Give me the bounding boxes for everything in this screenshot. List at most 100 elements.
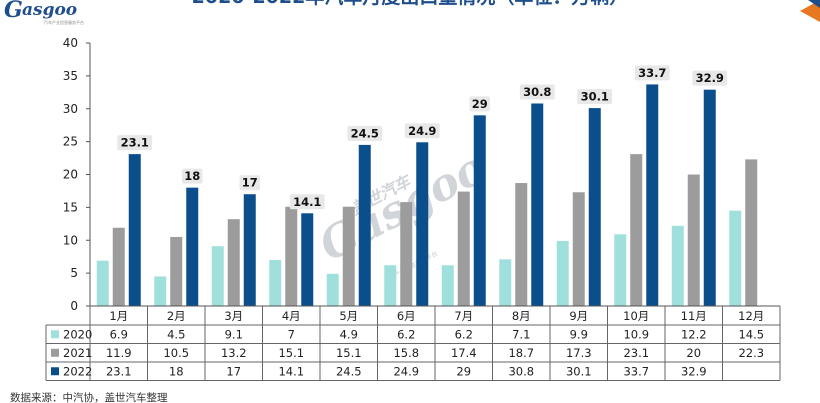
table-cell: 24.5	[336, 364, 362, 378]
bar-2021-10	[630, 154, 643, 306]
data-label-8: 30.8	[523, 85, 551, 99]
data-label-bg	[239, 175, 260, 191]
table-cell: 30.8	[508, 364, 534, 378]
data-labels: 23.1 18 17 14.1 24.5 24.9 29 30.8 30.1 33.7 32.9	[117, 65, 728, 210]
bar-2022-1	[128, 154, 141, 306]
table-cell: 24.9	[393, 364, 419, 378]
data-label-1: 23.1	[121, 136, 149, 150]
bar-2021-2	[170, 236, 183, 306]
category-label: 2月	[167, 309, 186, 323]
table-cell: 11.9	[106, 346, 132, 360]
category-label: 11月	[681, 309, 707, 323]
chart-title: 2020-2022年汽车月度出口量情况（单位：万辆）	[192, 0, 629, 8]
bar-2020-12	[729, 210, 742, 306]
bar-2020-10	[614, 234, 627, 306]
bar-2021-8	[515, 183, 528, 306]
data-label-4: 14.1	[293, 195, 321, 209]
data-label-bg	[347, 125, 383, 141]
bar-2020-8	[499, 259, 512, 306]
y-tick-label: 35	[63, 69, 78, 83]
category-label: 1月	[109, 309, 128, 323]
logo-initial: G	[4, 0, 23, 23]
corner-accent-dark-icon	[808, 0, 820, 8]
data-label-bg	[692, 70, 728, 86]
bar-2020-1	[96, 260, 109, 306]
bar-2020-9	[556, 240, 569, 306]
bar-2022-7	[473, 115, 486, 306]
bar-2021-1	[112, 227, 125, 306]
y-tick-label: 20	[63, 168, 78, 182]
table-cell: 17.3	[566, 346, 592, 360]
data-label-7: 29	[472, 97, 488, 111]
table-cell: 4.5	[167, 327, 185, 341]
source-note: 数据来源：中汽协，盖世汽车整理	[10, 391, 168, 403]
table-cell: 18	[169, 364, 184, 378]
bar-2021-9	[572, 192, 585, 306]
table-cell: 30.1	[566, 364, 592, 378]
gasgoo-logo: G asgoo 汽车产业信息服务平台	[4, 0, 84, 25]
bar-2022-4	[301, 213, 314, 306]
legend-label-2021: 2021	[63, 346, 92, 360]
category-label: 9月	[569, 309, 588, 323]
y-tick-label: 10	[63, 233, 78, 247]
table-cell: 15.8	[393, 346, 419, 360]
bars	[96, 84, 758, 307]
table-cell: 10.9	[623, 327, 649, 341]
legend-swatch-2020	[51, 330, 59, 339]
data-label-5: 24.5	[351, 126, 379, 140]
bar-2020-2	[154, 276, 167, 306]
table-cell: 4.9	[340, 327, 358, 341]
bar-2021-5	[342, 206, 355, 306]
table-cell: 23.1	[623, 346, 649, 360]
category-label: 5月	[339, 309, 358, 323]
data-label-6: 24.9	[408, 124, 436, 138]
category-label: 7月	[454, 309, 473, 323]
legend-swatch-2021	[51, 348, 59, 357]
category-label: 10月	[623, 309, 649, 323]
data-label-bg	[577, 89, 613, 105]
y-tick-label: 5	[70, 266, 78, 280]
table-cell: 18.7	[508, 346, 534, 360]
data-label-bg	[634, 65, 670, 81]
legend-label-2022: 2022	[63, 364, 92, 378]
data-label-bg	[182, 168, 203, 184]
table-cell: 23.1	[106, 364, 132, 378]
table-cell: 14.1	[278, 364, 304, 378]
bar-2022-6	[416, 142, 429, 306]
data-label-3: 17	[242, 176, 258, 190]
logo-tagline: 汽车产业信息服务平台	[44, 19, 84, 25]
legend-swatch-2022	[51, 367, 59, 376]
data-label-11: 32.9	[696, 71, 724, 85]
table-cell: 29	[456, 364, 471, 378]
table-cell: 15.1	[336, 346, 362, 360]
table-cell: 12.2	[681, 327, 707, 341]
table-cell: 32.9	[681, 364, 707, 378]
table-cell: 22.3	[738, 346, 764, 360]
bar-2020-3	[211, 246, 224, 306]
bar-2020-6	[384, 265, 397, 306]
y-tick-label: 40	[63, 36, 78, 50]
category-label: 3月	[224, 309, 243, 323]
table-cell: 6.9	[110, 327, 128, 341]
bar-2021-12	[745, 159, 758, 306]
logo-text: asgoo	[22, 0, 77, 20]
table-cell: 9.1	[225, 327, 243, 341]
data-label-bg	[117, 135, 153, 151]
bar-2022-2	[186, 187, 199, 306]
bar-2022-5	[358, 144, 371, 306]
data-table: 1月 2月 3月 4月 5月 6月 7月 8月 9月 10月 11月 12月 2020 6.9 4.5 9.1…	[45, 305, 781, 381]
bar-2022-9	[588, 108, 601, 306]
bar-2021-4	[285, 206, 298, 306]
bar-2022-11	[703, 89, 716, 307]
table-cell: 13.2	[221, 346, 247, 360]
data-label-bg	[404, 123, 440, 139]
table-cell: 6.2	[455, 327, 473, 341]
y-tick-label: 15	[63, 200, 78, 214]
table-cell: 7.1	[512, 327, 530, 341]
category-label: 8月	[512, 309, 531, 323]
y-axis: 0 5 10 15 20 25 30 35 40	[63, 36, 91, 313]
bar-2021-6	[400, 202, 413, 306]
bar-2022-10	[646, 84, 659, 306]
bar-2021-7	[457, 191, 470, 306]
table-cell: 14.5	[738, 327, 764, 341]
